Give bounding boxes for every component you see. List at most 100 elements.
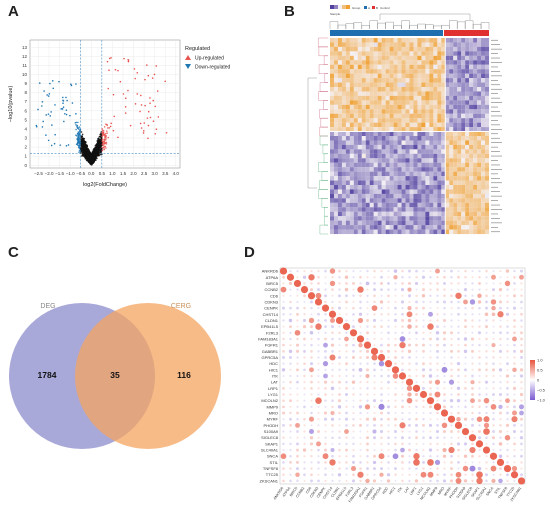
up-regulated-point <box>119 80 122 83</box>
correlation-dot <box>366 454 369 458</box>
correlation-dot <box>324 405 327 408</box>
correlation-dot <box>394 436 397 439</box>
correlation-dot <box>303 455 306 458</box>
not-significant-point <box>81 138 84 141</box>
correlation-dot <box>499 362 502 365</box>
up-regulated-point <box>105 138 107 140</box>
correlation-dot <box>447 415 456 423</box>
correlation-dot <box>506 288 509 291</box>
correlation-dot <box>315 397 322 404</box>
correlation-dot <box>351 460 356 464</box>
correlation-dot <box>288 318 293 323</box>
correlation-column-label: PHODH <box>449 486 460 499</box>
down-regulated-point <box>41 105 43 107</box>
correlation-dot <box>436 399 439 402</box>
not-significant-point <box>99 151 102 153</box>
correlation-dot <box>330 317 335 323</box>
correlation-dot <box>464 282 467 285</box>
correlation-dot <box>464 399 467 402</box>
correlation-dot <box>422 381 425 384</box>
correlation-dot <box>317 436 320 439</box>
correlation-dot <box>359 306 362 310</box>
correlation-dot <box>512 306 517 310</box>
correlation-dot <box>366 424 369 427</box>
correlation-dot <box>506 319 509 322</box>
correlation-dot <box>352 411 355 415</box>
correlation-row-label: GPRC5A <box>262 355 279 360</box>
not-significant-point <box>93 152 95 154</box>
correlation-dot <box>394 424 397 427</box>
correlation-dot <box>471 282 474 285</box>
correlation-dot <box>365 478 370 484</box>
correlation-dot <box>436 356 439 359</box>
correlation-dot <box>492 374 495 378</box>
correlation-dot <box>387 288 390 291</box>
down-regulated-point <box>78 146 81 149</box>
correlation-dot <box>352 424 355 427</box>
correlation-dot <box>359 381 362 384</box>
correlation-dot <box>309 442 314 446</box>
correlation-dot <box>310 473 313 477</box>
up-regulated-point <box>117 69 119 72</box>
correlation-dot <box>443 306 446 310</box>
correlation-dot <box>359 300 362 304</box>
correlation-dot <box>295 349 300 353</box>
correlation-row-label: MCOLN2 <box>261 398 278 403</box>
correlation-dot <box>456 386 461 391</box>
not-significant-point <box>100 133 102 136</box>
correlation-dot <box>394 313 397 316</box>
correlation-dot <box>436 436 439 440</box>
correlation-dot <box>345 380 348 384</box>
group-bar-b <box>444 30 489 36</box>
correlation-dot <box>520 424 523 427</box>
correlation-dot <box>280 286 287 293</box>
down-regulated-point <box>48 93 51 95</box>
correlation-dot <box>478 306 481 310</box>
correlation-dot <box>289 461 292 464</box>
correlation-dot <box>463 299 468 305</box>
correlation-dot <box>407 343 412 347</box>
correlation-column-label: CHST14 <box>322 486 333 500</box>
correlation-dot <box>471 386 474 390</box>
correlation-dot <box>471 430 474 433</box>
correlation-dot <box>476 477 483 485</box>
correlation-dot <box>504 434 511 441</box>
correlation-dot <box>293 279 302 288</box>
correlation-dot <box>401 393 404 396</box>
correlation-dot <box>503 464 512 473</box>
down-regulated-point <box>62 96 64 99</box>
correlation-dot <box>394 442 397 446</box>
correlation-row-label: ATP6A <box>266 275 279 280</box>
not-significant-point <box>96 143 99 146</box>
correlation-dot <box>450 473 453 477</box>
correlation-dot <box>387 337 390 341</box>
not-significant-point <box>80 147 82 150</box>
correlation-dot <box>345 368 348 372</box>
correlation-dot <box>512 430 517 434</box>
correlation-row-label: S100A9 <box>264 429 279 434</box>
not-significant-point <box>86 144 88 147</box>
correlation-dot <box>345 387 348 390</box>
correlation-dot <box>415 276 418 279</box>
down-regulated-point <box>63 120 65 123</box>
volcano-y-tick-label: 9 <box>24 81 27 86</box>
correlation-column-label: FGFR1 <box>358 486 368 498</box>
correlation-dot <box>373 344 376 347</box>
correlation-column-label: S100A9 <box>456 486 467 499</box>
correlation-dot <box>387 461 390 464</box>
correlation-dot <box>498 478 503 484</box>
correlation-dot <box>380 331 383 334</box>
correlation-dot <box>450 362 453 365</box>
correlation-dot <box>378 453 385 460</box>
up-regulated-point <box>105 143 108 145</box>
correlation-dot <box>373 424 376 427</box>
correlation-dot <box>317 288 320 292</box>
not-significant-point <box>86 156 88 159</box>
colorbar-tick-label: 1.0 <box>537 358 543 363</box>
correlation-dot <box>422 300 425 304</box>
down-regulated-point <box>60 108 63 110</box>
correlation-dot <box>485 344 488 347</box>
not-significant-point <box>100 144 103 147</box>
correlation-dot <box>317 344 320 347</box>
correlation-dot <box>520 356 523 359</box>
